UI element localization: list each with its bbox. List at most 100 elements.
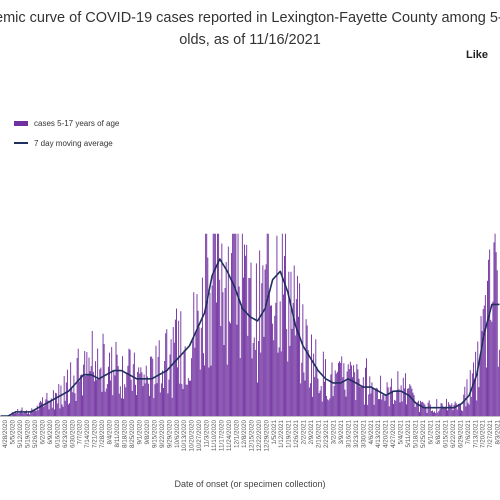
case-bar — [419, 412, 420, 416]
case-bar — [157, 356, 159, 416]
case-bar — [392, 390, 393, 416]
x-tick-label: 6/2/2020 — [39, 420, 46, 445]
case-bar — [236, 324, 238, 416]
case-bar — [178, 320, 180, 416]
case-bar — [332, 396, 334, 416]
case-bar — [46, 392, 48, 416]
case-bar — [423, 403, 425, 416]
case-bar — [426, 412, 428, 416]
case-bar — [304, 380, 306, 416]
case-bar — [74, 393, 76, 416]
case-bar — [448, 402, 450, 416]
case-bar — [444, 406, 446, 416]
case-bar — [210, 365, 212, 416]
x-tick-label: 8/18/2020 — [122, 420, 129, 449]
case-bar — [400, 385, 402, 416]
case-bar — [438, 410, 440, 416]
case-bar — [25, 410, 27, 416]
case-bar — [414, 407, 416, 416]
chart-title-line-2: olds, as of 11/16/2021 — [179, 32, 321, 48]
case-bar — [333, 385, 335, 416]
case-bar — [325, 359, 326, 416]
case-bar — [496, 270, 498, 416]
case-bar — [220, 326, 222, 416]
case-bar — [335, 373, 337, 416]
case-bar — [477, 341, 479, 416]
case-bar — [129, 349, 131, 416]
case-bar — [360, 385, 362, 416]
case-bar — [267, 233, 269, 416]
case-bar — [208, 367, 210, 416]
case-bar — [125, 387, 127, 416]
case-bar — [223, 344, 225, 416]
case-bar — [134, 384, 136, 416]
case-bar — [139, 373, 141, 416]
case-bar — [395, 400, 397, 416]
case-bar — [177, 367, 179, 416]
case-bar — [114, 375, 116, 416]
x-tick-label: 5/26/2020 — [32, 420, 39, 449]
case-bar — [95, 361, 96, 416]
case-bar — [102, 333, 104, 416]
case-bar — [164, 360, 166, 416]
case-bar — [399, 402, 401, 416]
x-tick-label: 2/2/2021 — [301, 420, 308, 445]
case-bar — [402, 377, 404, 416]
case-bar — [119, 386, 121, 416]
case-bar — [213, 233, 215, 416]
case-bar — [158, 340, 160, 416]
case-bar — [101, 391, 103, 416]
case-bar — [50, 398, 52, 416]
x-tick-label: 9/22/2020 — [159, 420, 166, 449]
case-bar — [408, 388, 410, 416]
case-bar — [15, 411, 17, 416]
case-bar — [329, 398, 331, 416]
case-bar — [248, 278, 250, 416]
case-bar — [422, 401, 424, 416]
case-bar — [258, 340, 260, 416]
case-bar — [401, 401, 403, 416]
x-tick-label: 7/27/2021 — [487, 420, 494, 449]
case-bar — [18, 413, 20, 416]
case-bar — [380, 375, 382, 416]
case-bar — [368, 394, 370, 416]
x-tick-label: 6/30/2020 — [69, 420, 76, 449]
x-tick-label: 8/3/2021 — [495, 420, 500, 445]
x-tick-label: 9/29/2020 — [166, 420, 173, 449]
case-bar — [215, 302, 217, 416]
case-bar — [168, 379, 170, 416]
x-tick-label: 5/25/2021 — [420, 420, 427, 449]
case-bar — [420, 400, 422, 416]
x-tick-label: 10/6/2020 — [174, 420, 181, 449]
case-bar — [352, 377, 353, 416]
case-bar — [110, 380, 112, 416]
case-bar — [197, 310, 199, 416]
case-bar — [22, 413, 24, 416]
case-bar — [180, 311, 182, 416]
case-bar — [485, 367, 487, 416]
case-bar — [219, 279, 221, 416]
case-bar — [301, 362, 303, 416]
case-bar — [264, 269, 266, 416]
case-bar — [273, 340, 275, 416]
x-tick-label: 2/9/2021 — [308, 420, 315, 445]
case-bar — [176, 308, 177, 416]
case-bar — [372, 388, 374, 416]
case-bar — [33, 410, 35, 416]
case-bar — [160, 383, 162, 416]
x-tick-label: 7/21/2020 — [92, 420, 99, 449]
case-bar — [374, 389, 376, 416]
case-bar — [34, 409, 36, 416]
case-bar — [336, 371, 338, 416]
case-bar — [98, 379, 100, 416]
case-bar — [413, 395, 415, 416]
case-bar — [328, 400, 330, 416]
x-tick-label: 6/16/2020 — [54, 420, 61, 449]
x-tick-label: 4/28/2020 — [2, 420, 9, 449]
case-bar — [182, 389, 184, 416]
case-bar — [90, 366, 92, 416]
case-bar — [479, 354, 481, 416]
case-bar — [179, 383, 181, 416]
case-bar — [75, 400, 77, 416]
case-bar — [56, 393, 58, 416]
